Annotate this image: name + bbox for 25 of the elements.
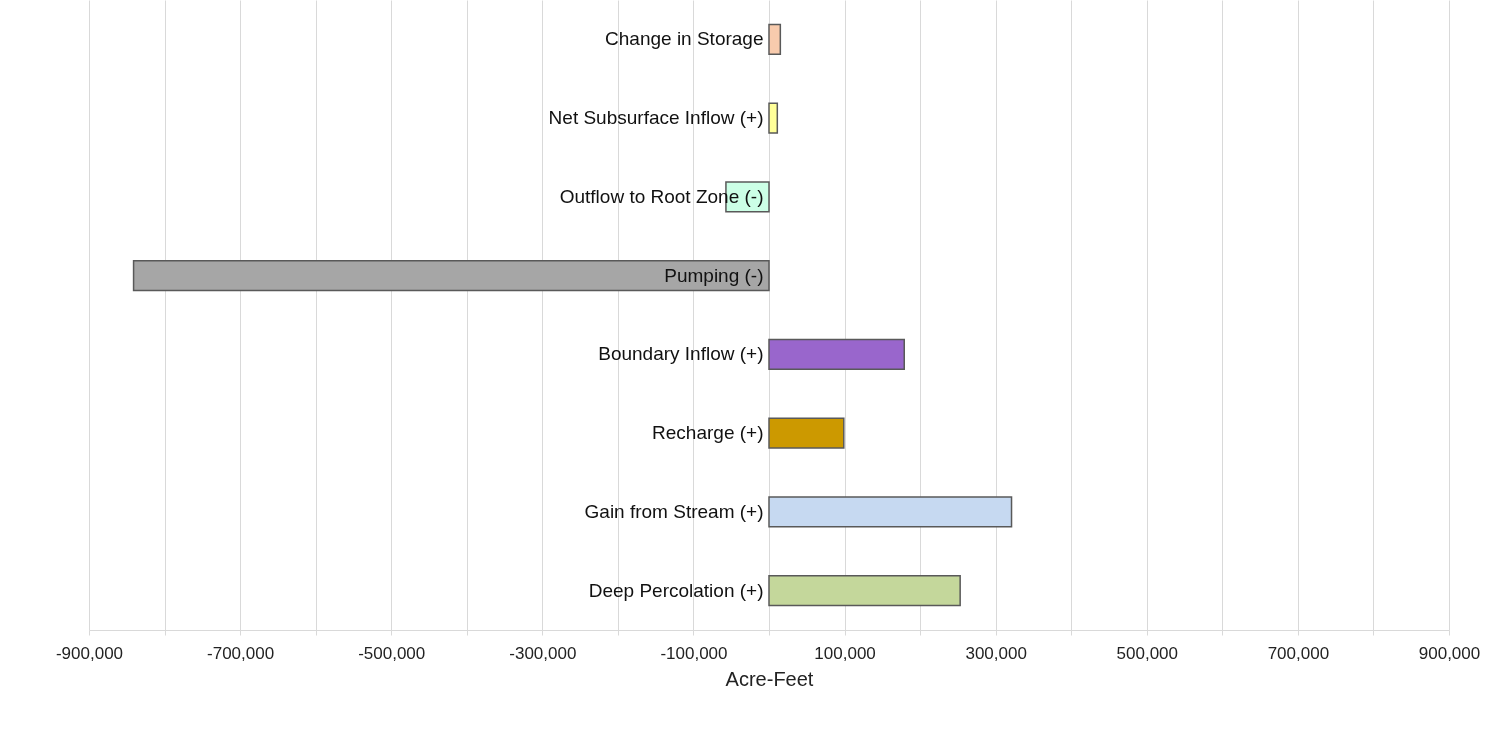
- x-tick-label: -700,000: [207, 643, 275, 663]
- y-tick-label: Deep Percolation (+): [588, 579, 764, 601]
- bar: [132, 259, 770, 292]
- x-tick-label: 300,000: [965, 643, 1027, 663]
- x-tick-label: 900,000: [1418, 643, 1481, 663]
- x-tick-label: 100,000: [814, 643, 876, 663]
- x-tick-label: -500,000: [358, 643, 426, 663]
- y-tick-label: Change in Storage: [605, 28, 764, 50]
- bar: [768, 23, 782, 56]
- bar: [768, 417, 845, 449]
- x-tick-label: -900,000: [55, 643, 124, 663]
- bar: [768, 338, 905, 371]
- y-tick-label: Gain from Stream (+): [584, 500, 764, 522]
- y-tick-label: Boundary Inflow (+): [598, 343, 764, 365]
- y-tick-label: Recharge (+): [652, 422, 764, 444]
- x-tick-label: 500,000: [1116, 643, 1178, 663]
- y-tick-label: Net Subsurface Inflow (+): [548, 107, 764, 129]
- y-tick-label: Pumping (-): [664, 264, 764, 286]
- x-tick-label: 700,000: [1267, 643, 1330, 663]
- x-axis-title: Acre-Feet: [725, 667, 814, 690]
- x-tick-label: -100,000: [660, 643, 728, 663]
- bar: [768, 496, 1013, 528]
- x-tick-label: -300,000: [509, 643, 577, 663]
- bar: [768, 574, 961, 607]
- bar: [768, 102, 779, 134]
